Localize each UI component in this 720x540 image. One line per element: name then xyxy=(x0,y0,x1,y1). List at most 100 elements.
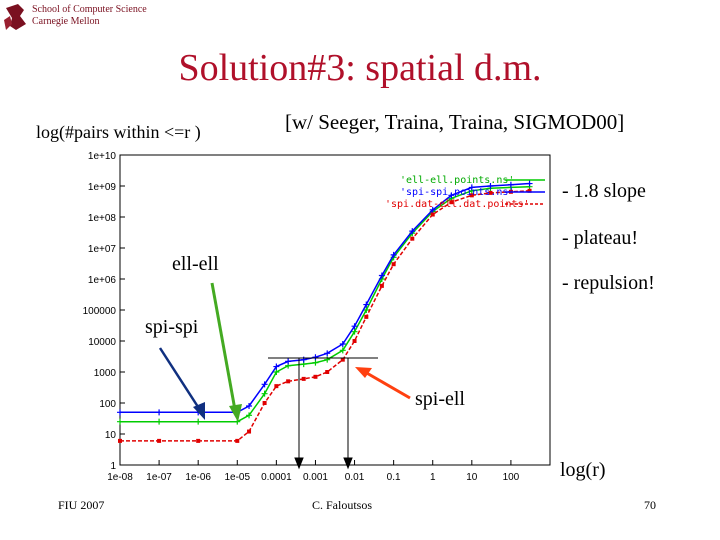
series-point-2 xyxy=(301,376,306,381)
series-point-1 xyxy=(526,180,533,187)
series-point-1 xyxy=(429,206,436,213)
legend-spi: 'spi-spi.points.ns' xyxy=(400,187,514,198)
series-point-1 xyxy=(285,358,292,365)
series-point-1 xyxy=(448,192,455,199)
x-tick-label: 100 xyxy=(503,472,520,483)
series-point-1 xyxy=(507,181,514,188)
series-point-1 xyxy=(378,272,385,279)
label-ell-ell: ell-ell xyxy=(172,253,219,275)
series-point-0 xyxy=(156,418,163,425)
legend-ell: 'ell-ell.points.ns' xyxy=(400,175,514,186)
y-tick-label: 100 xyxy=(99,399,116,410)
x-tick-label: 1e-06 xyxy=(185,472,211,483)
series-point-2 xyxy=(379,283,384,288)
y-tick-label: 100000 xyxy=(83,306,117,317)
x-tick-label: 1e-07 xyxy=(146,472,172,483)
series-group xyxy=(117,180,533,443)
label-spi-spi: spi-spi xyxy=(145,316,199,338)
series-point-1 xyxy=(487,183,494,189)
series-point-0 xyxy=(312,359,319,366)
series-point-1 xyxy=(390,251,397,258)
series-point-2 xyxy=(430,212,435,217)
series-point-1 xyxy=(246,403,253,410)
note-repulsion: - repulsion! xyxy=(562,272,655,294)
series-point-1 xyxy=(312,354,319,361)
axis-ticks: 1e-08 1e-07 1e-06 1e-05 0.0001 0.001 0.01 0.1 1 1… xyxy=(83,151,520,483)
y-tick-label: 10 xyxy=(105,430,117,441)
legend-spiell: 'spi.dat-ell.dat.points' xyxy=(385,199,530,210)
series-point-1 xyxy=(324,350,331,357)
x-axis-text: log(r) xyxy=(560,459,606,481)
y-tick-label: 1e+06 xyxy=(88,275,117,286)
x-tick-label: 0.1 xyxy=(387,472,401,483)
y-tick-label: 1e+10 xyxy=(88,151,117,162)
y-tick-label: 1e+07 xyxy=(88,244,117,255)
series-point-2 xyxy=(391,262,396,267)
y-tick-label: 10000 xyxy=(88,337,116,348)
series-point-2 xyxy=(118,438,122,443)
series-point-2 xyxy=(157,438,162,443)
series-point-2 xyxy=(449,200,454,205)
series-point-2 xyxy=(262,401,267,405)
y-tick-label: 1e+08 xyxy=(88,213,117,224)
slide-title: Solution#3: spatial d.m. xyxy=(178,47,542,89)
institution-text: School of Computer Science Carnegie Mell… xyxy=(32,4,147,28)
series-point-1 xyxy=(156,409,163,416)
series-point-1 xyxy=(468,184,475,191)
series-point-0 xyxy=(339,347,346,354)
annotation-arrows xyxy=(158,282,411,422)
note-slope: - 1.8 slope xyxy=(562,180,646,202)
series-point-2 xyxy=(247,429,252,434)
series-point-2 xyxy=(274,384,279,389)
series-point-0 xyxy=(273,369,280,375)
x-tick-label: 0.0001 xyxy=(261,472,292,483)
citation: [w/ Seeger, Traina, Traina, SIGMOD00] xyxy=(285,110,625,134)
y-tick-label: 1e+09 xyxy=(88,182,117,193)
y-tick-label: 1000 xyxy=(94,368,117,379)
plot-frame xyxy=(119,154,551,466)
series-point-0 xyxy=(351,328,358,335)
series-point-2 xyxy=(340,357,345,362)
x-tick-label: 1e-08 xyxy=(107,472,133,483)
series-point-2 xyxy=(410,236,415,241)
footer-right: 70 xyxy=(644,498,656,512)
institution-line2: Carnegie Mellon xyxy=(32,16,100,27)
series-point-2 xyxy=(364,314,369,319)
x-tick-label: 1 xyxy=(430,472,436,483)
series-point-0 xyxy=(117,418,123,425)
series-point-1 xyxy=(261,381,268,388)
series-point-1 xyxy=(351,323,358,330)
institution-line1: School of Computer Science xyxy=(32,4,147,15)
series-point-2 xyxy=(196,438,201,443)
cmu-logo-icon xyxy=(4,4,26,30)
x-tick-label: 0.001 xyxy=(303,472,328,483)
series-point-1 xyxy=(363,301,370,308)
y-axis-text: log(#pairs within <=r ) xyxy=(36,122,201,142)
series-point-2 xyxy=(286,379,291,384)
series-point-2 xyxy=(469,193,474,198)
legend: 'ell-ell.points.ns' 'spi-spi.points.ns' … xyxy=(385,175,545,210)
series-point-1 xyxy=(409,228,416,235)
series-point-2 xyxy=(527,188,532,193)
series-point-2 xyxy=(488,190,493,195)
series-point-1 xyxy=(117,409,123,416)
series-point-1 xyxy=(273,363,280,370)
footer-left: FIU 2007 xyxy=(58,498,105,512)
series-point-2 xyxy=(235,438,240,443)
series-point-1 xyxy=(339,341,346,348)
series-point-2 xyxy=(325,370,330,374)
label-spi-ell: spi-ell xyxy=(415,388,465,410)
series-point-0 xyxy=(195,418,202,425)
series-point-2 xyxy=(352,339,357,343)
x-tick-label: 10 xyxy=(466,472,478,483)
x-tick-label: 1e-05 xyxy=(224,472,250,483)
y-tick-label: 1 xyxy=(110,461,116,472)
series-point-0 xyxy=(261,390,268,397)
series-point-0 xyxy=(246,412,253,419)
series-point-0 xyxy=(363,307,370,313)
series-point-2 xyxy=(313,374,318,379)
footer-center: C. Faloutsos xyxy=(312,498,373,512)
note-plateau: - plateau! xyxy=(562,227,639,249)
x-tick-label: 0.01 xyxy=(345,472,365,483)
